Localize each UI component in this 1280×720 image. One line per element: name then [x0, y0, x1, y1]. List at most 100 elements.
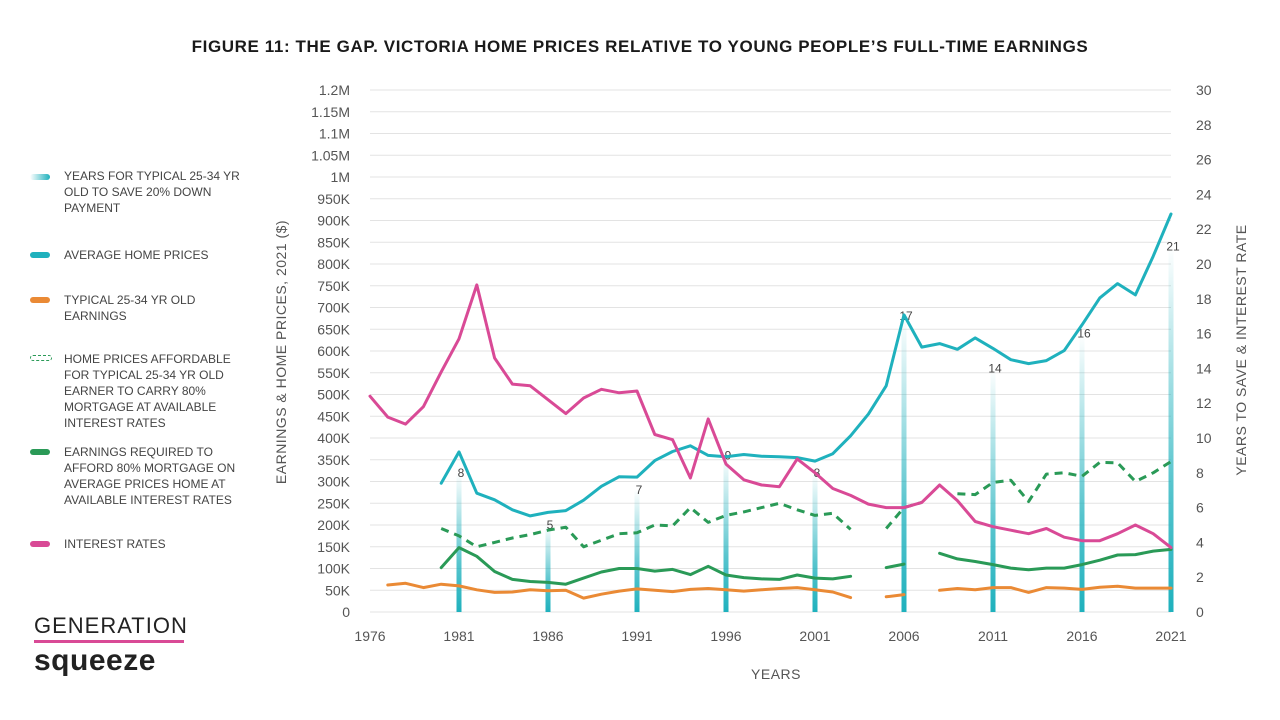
x-axis-label: YEARS [751, 666, 801, 682]
series-line-earnings-required-to-afford-80-mortgage- [938, 547, 1173, 572]
y-left-tick-label: 250K [317, 495, 350, 511]
chart-title: FIGURE 11: THE GAP. VICTORIA HOME PRICES… [191, 37, 1089, 56]
y-left-tick-label: 950K [317, 191, 350, 207]
savings-bar [1079, 333, 1085, 612]
logo-bottom-text: squeeze [34, 644, 156, 677]
y-left-tick-label: 400K [317, 430, 350, 446]
y-left-tick-label: 1.1M [319, 126, 350, 142]
savings-bar [990, 368, 996, 612]
x-tick-label: 2001 [799, 628, 830, 644]
savings-bar-label: 21 [1166, 240, 1180, 254]
series-line-typical-25-34-yr-old-earnings [884, 593, 906, 599]
y-left-tick-label: 1M [331, 169, 350, 185]
savings-bar [545, 525, 551, 612]
savings-bar-label: 16 [1077, 327, 1091, 341]
x-tick-label: 1981 [443, 628, 474, 644]
y-left-tick-label: 100K [317, 561, 350, 577]
x-tick-label: 1996 [710, 628, 741, 644]
series-line-typical-25-34-yr-old-earnings [938, 584, 1173, 594]
y-right-tick-label: 18 [1196, 291, 1212, 307]
y-right-tick-label: 30 [1196, 82, 1212, 98]
legend-label: EARNINGS REQUIRED TO AFFORD 80% MORTGAGE… [64, 445, 236, 507]
legend-swatch [30, 449, 50, 455]
y-right-tick-label: 6 [1196, 500, 1204, 516]
generation-squeeze-logo: GENERATION squeeze [34, 614, 194, 676]
y-axis-right-label: YEARS TO SAVE & INTEREST RATE [1233, 224, 1249, 475]
legend-label: TYPICAL 25-34 YR OLD EARNINGS [64, 293, 196, 323]
series-line-typical-25-34-yr-old-earnings [386, 581, 853, 600]
series-line-home-prices-affordable-for-typical-25-34 [440, 501, 852, 549]
y-right-tick-label: 0 [1196, 604, 1204, 620]
x-tick-label: 2006 [888, 628, 919, 644]
y-left-tick-label: 300K [317, 474, 350, 490]
x-tick-label: 2021 [1155, 628, 1186, 644]
y-left-tick-label: 50K [325, 582, 351, 598]
savings-bar-label: 14 [988, 361, 1002, 375]
y-right-tick-label: 24 [1196, 186, 1212, 202]
x-tick-label: 1986 [532, 628, 563, 644]
legend-label: YEARS FOR TYPICAL 25-34 YR OLD TO SAVE 2… [64, 169, 240, 215]
legend-swatch [30, 355, 52, 361]
x-axis-ticks: 1976 1981 1986 1991 1996 2001 2006 2011 2016 2021 [354, 628, 1186, 644]
series-line-earnings-required-to-afford-80-mortgage- [884, 562, 906, 570]
y-right-tick-label: 26 [1196, 152, 1212, 168]
y-right-tick-label: 14 [1196, 360, 1212, 376]
y-right-tick-label: 20 [1196, 256, 1212, 272]
series-line-average-home-prices [439, 212, 1173, 518]
y-left-tick-label: 600K [317, 343, 350, 359]
logo-divider [34, 640, 184, 643]
y-right-tick-label: 4 [1196, 534, 1204, 550]
series-line-interest-rates [368, 283, 1173, 550]
y-left-tick-label: 800K [317, 256, 350, 272]
y-left-tick-label: 500K [317, 387, 350, 403]
y-left-tick-label: 750K [317, 278, 350, 294]
legend-swatch [30, 174, 50, 180]
x-tick-label: 2011 [978, 628, 1008, 644]
y-right-tick-label: 12 [1196, 395, 1212, 411]
y-left-tick-label: 350K [317, 452, 350, 468]
savings-bar [1168, 246, 1174, 612]
y-left-tick-label: 1.2M [319, 82, 350, 98]
savings-bar [901, 316, 907, 612]
legend-swatch [30, 297, 50, 303]
legend-label: AVERAGE HOME PRICES [64, 248, 209, 262]
y-left-tick-label: 450K [317, 408, 350, 424]
y-right-tick-label: 10 [1196, 430, 1212, 446]
y-left-tick-label: 850K [317, 234, 350, 250]
y-left-tick-label: 1.05M [311, 147, 350, 163]
y-axis-left-label: EARNINGS & HOME PRICES, 2021 ($) [273, 220, 289, 484]
savings-bar-label: 7 [636, 483, 643, 497]
y-right-tick-label: 8 [1196, 465, 1204, 481]
x-tick-label: 1976 [354, 628, 385, 644]
legend-swatch [30, 252, 50, 258]
y-right-tick-label: 28 [1196, 117, 1212, 133]
y-left-tick-label: 0 [342, 604, 350, 620]
grid-lines [370, 89, 1171, 613]
legend-swatch [30, 541, 50, 547]
y-left-tick-label: 550K [317, 365, 350, 381]
x-tick-label: 2016 [1066, 628, 1097, 644]
y-left-tick-label: 1.15M [311, 104, 350, 120]
savings-bar [456, 472, 462, 612]
legend-label: INTEREST RATES [64, 537, 166, 551]
y-left-tick-label: 700K [317, 300, 350, 316]
x-tick-label: 1991 [621, 628, 652, 644]
y-left-tick-label: 150K [317, 539, 350, 555]
savings-bar-label: 5 [547, 518, 554, 532]
savings-bar [723, 455, 729, 612]
logo-top-text: GENERATION [34, 613, 188, 638]
y-left-tick-label: 200K [317, 517, 350, 533]
y-left-tick-label: 650K [317, 321, 350, 337]
y-right-tick-label: 22 [1196, 221, 1212, 237]
savings-bar-label: 8 [458, 466, 465, 480]
y-right-tick-label: 2 [1196, 569, 1204, 585]
series-line-earnings-required-to-afford-80-mortgage- [439, 546, 853, 586]
y-right-tick-label: 16 [1196, 326, 1212, 342]
y-left-tick-label: 900K [317, 213, 350, 229]
series-lines [368, 212, 1173, 600]
savings-bar [812, 472, 818, 612]
savings-bar [634, 490, 640, 612]
